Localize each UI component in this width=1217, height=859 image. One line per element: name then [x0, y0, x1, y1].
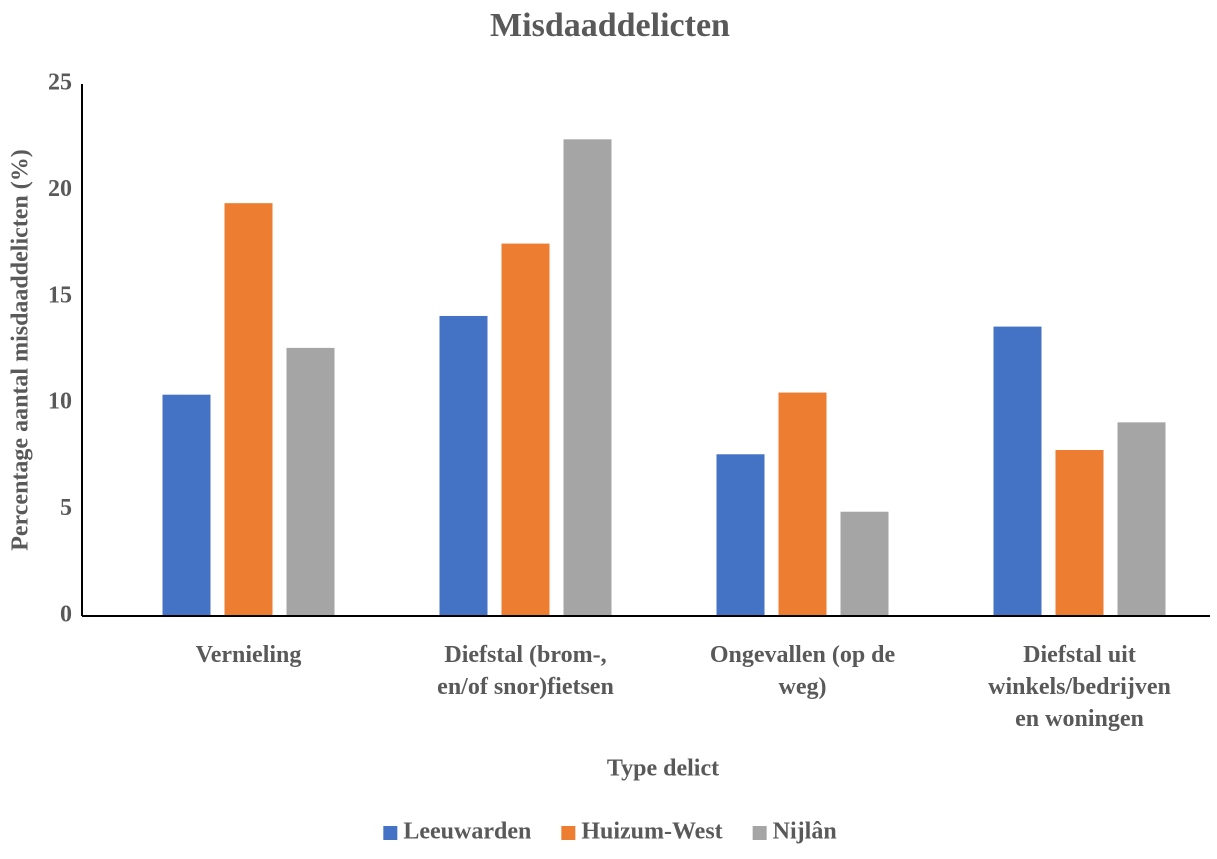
bar: [716, 454, 765, 616]
legend-swatch: [561, 826, 576, 840]
bar: [286, 347, 335, 616]
bar: [993, 326, 1042, 616]
x-axis-title: Type delict: [607, 756, 719, 782]
legend-label: Nijlân: [773, 819, 837, 845]
bar: [1055, 450, 1104, 616]
legend-label: Huizum-West: [581, 819, 722, 845]
y-tick-label: 0: [60, 602, 72, 628]
bar: [563, 139, 612, 616]
y-tick-label: 20: [48, 176, 72, 202]
bar: [162, 394, 211, 616]
y-tick-label: 10: [48, 389, 72, 415]
bar: [439, 315, 488, 616]
bar: [840, 511, 889, 616]
x-tick-label: Ongevallen (op de weg): [710, 642, 896, 700]
y-tick-label: 5: [60, 495, 72, 521]
y-tick-label: 15: [48, 282, 72, 308]
legend-label: Leeuwarden: [403, 819, 531, 845]
legend-swatch: [383, 826, 398, 840]
chart-title: Misdaaddelicten: [490, 7, 730, 44]
x-tick-label: Vernieling: [196, 642, 302, 668]
y-axis-title: Percentage aantal misdaaddelicten (%): [8, 149, 34, 551]
bar: [501, 243, 550, 616]
legend-swatch: [752, 826, 767, 840]
x-tick-label: Diefstal (brom-, en/of snor)fietsen: [437, 642, 614, 700]
bar: [1117, 422, 1166, 616]
bar: [778, 392, 827, 616]
y-tick-label: 25: [48, 70, 72, 96]
x-tick-label: Diefstal uit winkels/bedrijven en woningen: [988, 642, 1171, 732]
bar: [224, 203, 273, 616]
